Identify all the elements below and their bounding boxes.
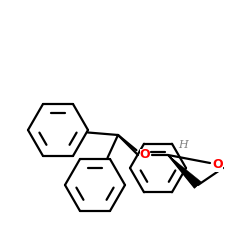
Text: O: O <box>213 158 223 172</box>
Text: H: H <box>178 140 188 150</box>
Polygon shape <box>168 155 201 188</box>
Text: O: O <box>140 148 150 162</box>
